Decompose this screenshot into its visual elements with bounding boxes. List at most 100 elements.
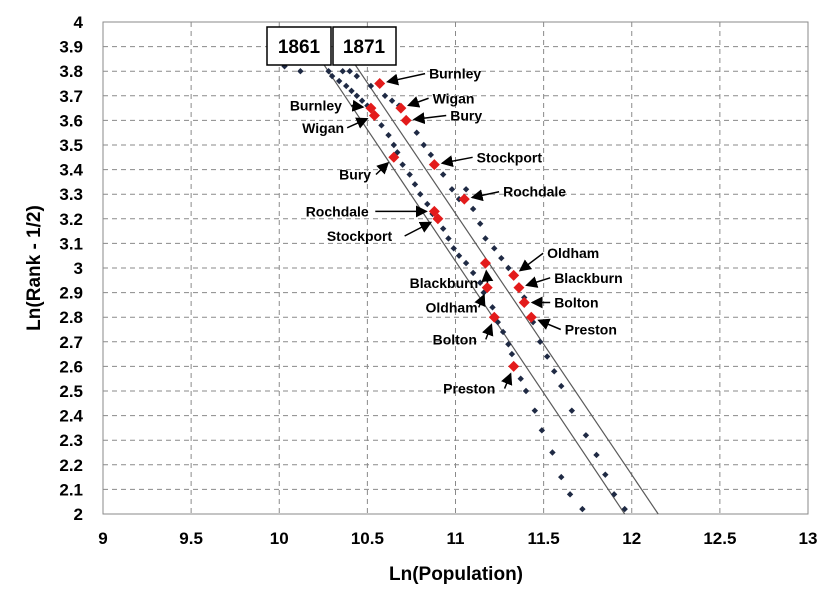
city-label: Burnley xyxy=(290,98,342,114)
annotation-arrow xyxy=(525,276,551,288)
data-point xyxy=(482,235,489,242)
data-point xyxy=(353,92,360,99)
data-point xyxy=(439,171,447,178)
annotation-arrow xyxy=(412,112,447,125)
highlighted-point xyxy=(428,159,440,171)
y-tick-label: 2.1 xyxy=(59,480,83,499)
annotation-arrow xyxy=(346,117,369,129)
data-point xyxy=(566,491,574,498)
x-tick-label: 12.5 xyxy=(703,529,736,548)
data-points xyxy=(281,63,628,513)
city-label: Oldham xyxy=(547,245,599,261)
data-point xyxy=(536,338,544,345)
year-label-1871: 1871 xyxy=(343,37,386,58)
data-point xyxy=(462,186,470,193)
data-point xyxy=(439,225,447,232)
x-tick-label: 11 xyxy=(447,529,465,548)
data-point xyxy=(489,304,496,311)
data-point xyxy=(508,350,516,358)
highlighted-point xyxy=(481,282,493,294)
data-point xyxy=(602,471,609,478)
data-point xyxy=(538,427,546,434)
data-point xyxy=(348,87,355,95)
annotation-arrow xyxy=(440,155,473,168)
data-point xyxy=(531,407,539,414)
fit-line xyxy=(345,51,659,515)
x-tick-label: 10.5 xyxy=(351,529,384,548)
y-tick-label: 2.6 xyxy=(59,357,83,376)
data-point xyxy=(388,97,396,104)
data-point xyxy=(476,220,484,227)
y-tick-label: 2.3 xyxy=(59,431,83,450)
highlighted-point xyxy=(368,109,380,121)
data-point xyxy=(399,161,406,168)
y-tick-label: 3.1 xyxy=(59,234,83,253)
y-tick-label: 3.2 xyxy=(59,210,83,229)
data-point xyxy=(491,245,498,252)
data-point xyxy=(427,151,435,159)
data-point xyxy=(469,269,477,277)
annotation-arrow xyxy=(404,221,433,237)
data-point xyxy=(529,318,537,326)
y-tick-label: 2.5 xyxy=(59,382,83,401)
highlighted-point xyxy=(513,282,525,294)
annotation-arrow xyxy=(406,96,429,108)
data-point xyxy=(450,245,457,252)
x-tick-label: 9.5 xyxy=(179,529,203,548)
data-point xyxy=(558,382,565,390)
y-tick-label: 2.8 xyxy=(59,308,83,327)
city-label: Blackburn xyxy=(410,275,478,291)
data-point xyxy=(455,252,463,259)
y-tick-label: 4 xyxy=(74,13,84,32)
data-point xyxy=(498,254,505,262)
city-annotations: BurnleyWiganBuryStockportRochdaleOldhamB… xyxy=(290,66,623,397)
city-label: Rochdale xyxy=(306,203,369,219)
data-point xyxy=(469,205,477,213)
data-point xyxy=(610,491,618,498)
data-point xyxy=(582,432,590,439)
annotation-arrow xyxy=(537,318,562,331)
city-label: Preston xyxy=(443,381,495,397)
highlighted-point xyxy=(400,114,412,126)
highlighted-point xyxy=(479,257,491,269)
data-point xyxy=(390,141,398,149)
highlighted-point xyxy=(508,269,520,281)
tick-labels: 9 9.5 10 10.5 11 11.5 12 12.5 13 2 2.1 2.2 2.3 2.4 2.5… xyxy=(59,13,817,548)
data-point xyxy=(328,72,336,80)
x-tick-label: 13 xyxy=(799,529,818,548)
x-axis-title: Ln(Population) xyxy=(389,564,523,585)
highlighted-cities xyxy=(365,78,537,372)
annotation-arrow xyxy=(386,72,426,86)
y-tick-label: 3.8 xyxy=(59,62,83,81)
data-point xyxy=(499,328,507,336)
y-axis-title: Ln(Rank - 1/2) xyxy=(24,205,45,331)
city-label: Wigan xyxy=(433,90,475,106)
data-point xyxy=(367,82,375,90)
city-label: Preston xyxy=(565,322,617,338)
y-tick-label: 3.3 xyxy=(59,185,83,204)
city-label: Wigan xyxy=(302,120,344,136)
data-point xyxy=(517,375,524,382)
city-label: Rochdale xyxy=(503,184,566,200)
data-point xyxy=(549,449,556,456)
data-point xyxy=(297,68,304,75)
data-point xyxy=(385,131,392,139)
city-label: Stockport xyxy=(327,228,393,244)
year-label-1861: 1861 xyxy=(278,37,321,58)
annotation-arrow xyxy=(474,293,486,308)
data-point xyxy=(505,341,512,348)
annotation-arrow xyxy=(375,161,390,176)
city-label: Burnley xyxy=(429,66,481,82)
y-tick-label: 3.5 xyxy=(59,136,83,155)
city-label: Bury xyxy=(450,107,482,123)
y-tick-label: 2.4 xyxy=(59,407,83,426)
data-point xyxy=(411,181,419,188)
data-point xyxy=(445,235,452,242)
highlighted-point xyxy=(395,102,407,114)
annotation-arrow xyxy=(518,252,544,272)
data-point xyxy=(448,186,456,193)
city-label: Oldham xyxy=(426,299,478,315)
highlighted-point xyxy=(508,360,520,372)
